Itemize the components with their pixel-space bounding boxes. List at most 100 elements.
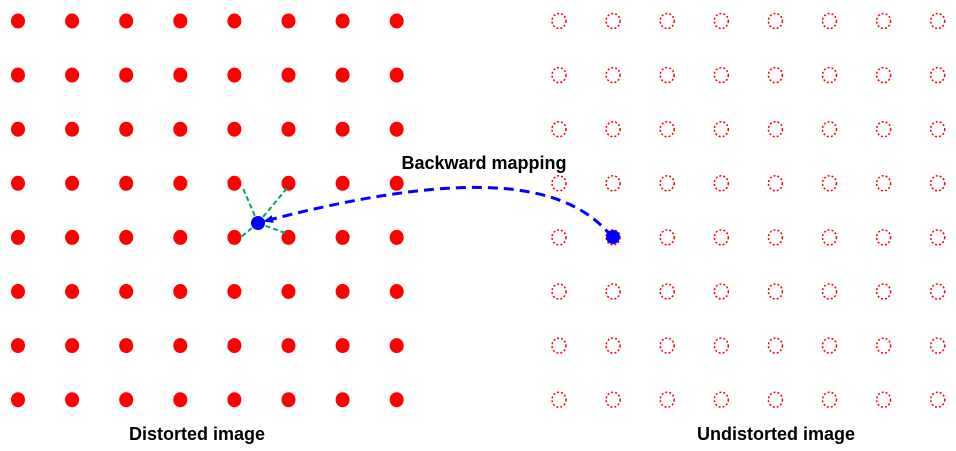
distorted-grid-point: [335, 13, 350, 29]
undistorted-grid-point: [875, 229, 892, 246]
undistorted-grid-point: [767, 283, 784, 300]
undistorted-grid-point: [551, 229, 567, 246]
distorted-grid-point: [281, 121, 296, 137]
undistorted-grid-point: [767, 12, 784, 30]
undistorted-grid-point: [875, 283, 892, 300]
neighbor-interpolation-lines: [240, 185, 289, 238]
undistorted-grid-point: [551, 283, 567, 300]
undistorted-grid-point: [605, 12, 621, 30]
undistorted-grid-point: [713, 175, 730, 192]
undistorted-grid-point: [875, 337, 892, 354]
undistorted-image-label: Undistorted image: [697, 424, 855, 444]
undistorted-grid-point: [767, 337, 784, 354]
distorted-grid-point: [65, 121, 80, 137]
distorted-image-label: Distorted image: [129, 424, 265, 444]
distorted-grid-point: [173, 338, 188, 354]
undistorted-grid-point: [821, 66, 838, 84]
undistorted-grid-point: [767, 175, 784, 192]
distorted-grid-point: [119, 175, 134, 191]
undistorted-grid-point: [605, 66, 621, 84]
undistorted-grid-point: [875, 120, 892, 138]
undistorted-grid-point: [929, 66, 946, 84]
distorted-grid-point: [335, 67, 350, 83]
undistorted-grid-point: [659, 337, 675, 354]
distorted-grid-point: [65, 338, 80, 354]
distorted-grid-point: [335, 121, 350, 137]
undistorted-grid-point: [767, 391, 784, 408]
distorted-grid-point: [227, 13, 242, 29]
distorted-grid-point: [65, 13, 80, 29]
backward-mapping-label: Backward mapping: [401, 153, 566, 173]
distorted-grid-point: [281, 338, 296, 354]
distorted-grid-point: [173, 13, 188, 29]
undistorted-grid-point: [821, 229, 838, 246]
undistorted-grid-point: [821, 283, 838, 300]
distorted-grid-point: [65, 67, 80, 83]
undistorted-grid-point: [875, 66, 892, 84]
undistorted-grid-point: [659, 120, 675, 138]
undistorted-grid-point: [659, 229, 675, 246]
undistorted-grid-point: [713, 120, 730, 138]
undistorted-grid-point: [875, 175, 892, 192]
undistorted-grid-point: [605, 391, 621, 408]
distorted-grid-point: [11, 67, 25, 83]
source-point-undistorted: [606, 230, 620, 244]
distorted-grid-point: [389, 284, 404, 299]
distorted-grid-point: [227, 338, 242, 354]
distorted-grid-point: [119, 67, 134, 83]
undistorted-grid-point: [659, 66, 675, 84]
distorted-grid-point: [281, 67, 296, 83]
backward-mapping-arrow: [263, 185, 614, 238]
distorted-grid-point: [389, 67, 404, 83]
distorted-grid-point: [281, 284, 296, 299]
undistorted-grid-point: [605, 120, 621, 138]
distorted-grid-point: [335, 392, 350, 408]
distorted-grid-point: [11, 121, 25, 137]
undistorted-grid-point: [875, 12, 892, 30]
undistorted-grid-point: [659, 12, 675, 30]
distorted-grid-point: [119, 338, 134, 354]
distorted-grid-point: [281, 175, 296, 191]
undistorted-grid-point: [929, 391, 946, 408]
neighbor-line-top-left: [241, 185, 259, 224]
distorted-grid-point: [281, 229, 296, 245]
undistorted-grid-point: [767, 229, 784, 246]
distorted-grid-point: [227, 284, 242, 299]
distorted-grid-point: [227, 175, 242, 191]
distorted-grid-point: [65, 392, 80, 408]
undistorted-grid-point: [821, 12, 838, 30]
distorted-grid-point: [389, 392, 404, 408]
distorted-grid-point: [281, 13, 296, 29]
distorted-grid-point: [173, 121, 188, 137]
distorted-grid-point: [119, 392, 134, 408]
distorted-grid-point: [11, 13, 25, 29]
undistorted-grid-point: [821, 391, 838, 408]
undistorted-grid-point: [929, 12, 946, 30]
distorted-grid-point: [173, 229, 188, 245]
undistorted-grid-point: [551, 337, 567, 354]
undistorted-grid-point: [659, 175, 675, 192]
undistorted-grid-point: [713, 12, 730, 30]
undistorted-grid-point: [821, 120, 838, 138]
distorted-grid-point: [389, 121, 404, 137]
undistorted-grid-point: [605, 175, 621, 192]
distorted-grid-point: [389, 13, 404, 29]
undistorted-grid-point: [713, 66, 730, 84]
distorted-grid-point: [227, 392, 242, 408]
undistorted-grid-point: [929, 337, 946, 354]
distorted-grid-point: [227, 121, 242, 137]
distorted-grid-point: [281, 392, 296, 408]
undistorted-grid-point: [767, 120, 784, 138]
distorted-grid-point: [11, 175, 25, 191]
distorted-image-grid: [11, 13, 404, 408]
distorted-grid-point: [173, 392, 188, 408]
undistorted-image-grid: [551, 12, 946, 408]
distorted-grid-point: [335, 284, 350, 299]
distorted-grid-point: [173, 284, 188, 299]
distorted-grid-point: [389, 338, 404, 354]
undistorted-grid-point: [713, 391, 730, 408]
undistorted-grid-point: [929, 283, 946, 300]
distorted-grid-point: [335, 338, 350, 354]
undistorted-grid-point: [821, 337, 838, 354]
